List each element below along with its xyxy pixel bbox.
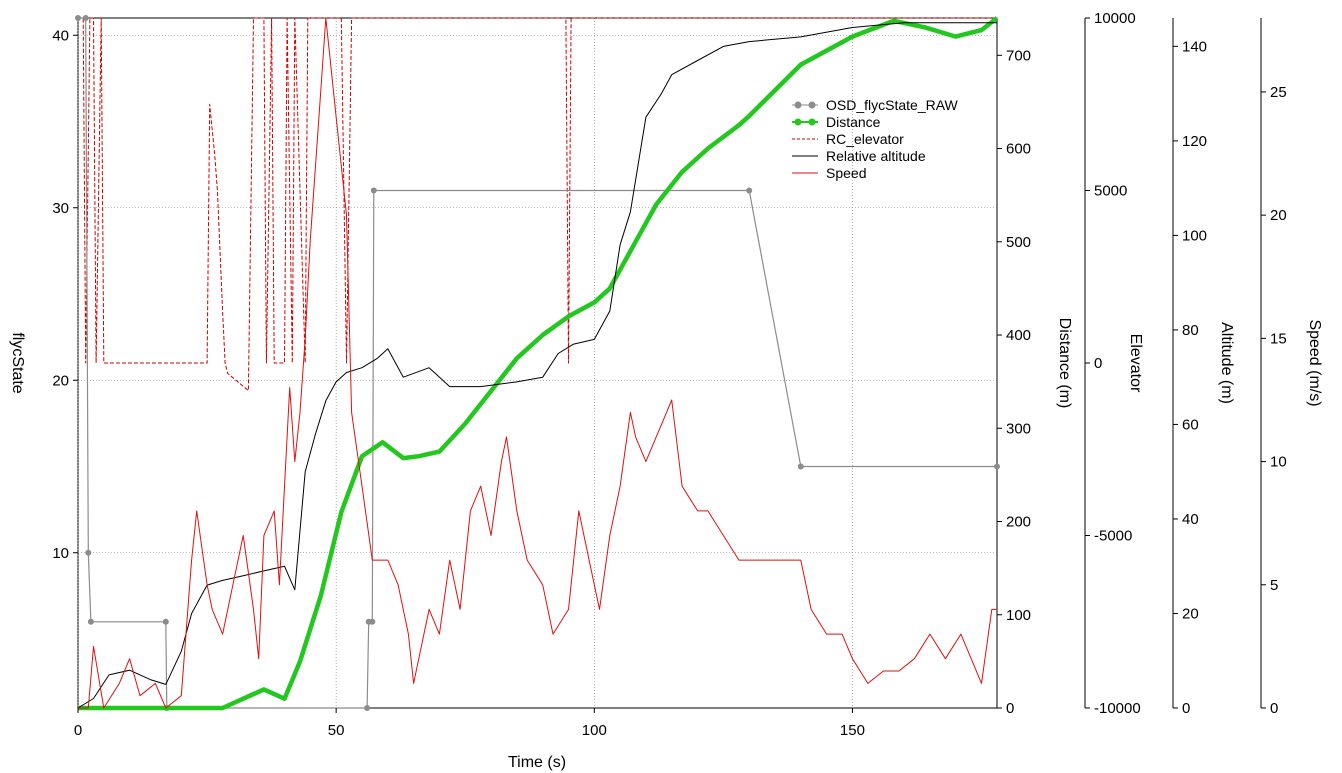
altitude-axis-label: Altitude (m) — [1218, 322, 1235, 404]
altitude-tick-label: 0 — [1182, 700, 1190, 717]
elevator-tick-label: -10000 — [1094, 700, 1141, 717]
flycstate-point — [994, 463, 1000, 470]
distance-tick-label: 200 — [1006, 514, 1031, 531]
flycstate-tick-label: 30 — [52, 200, 69, 217]
flycstate-point — [87, 618, 94, 625]
elevator-tick-label: 10000 — [1094, 10, 1136, 27]
altitude-tick-label: 80 — [1182, 322, 1199, 339]
flycstate-point — [162, 618, 169, 625]
distance-tick-label: 400 — [1006, 327, 1031, 344]
speed-tick-label: 10 — [1270, 454, 1287, 471]
distance-tick-label: 700 — [1006, 47, 1031, 64]
flycstate-point — [370, 187, 377, 194]
flycstate-tick-label: 40 — [52, 27, 69, 44]
legend-item-rc-elevator: RC_elevator — [792, 131, 904, 147]
speed-axis-label: Speed (m/s) — [1306, 319, 1323, 406]
elevator-tick-label: 5000 — [1094, 183, 1127, 200]
legend-item-relative-altitude: Relative altitude — [792, 148, 926, 164]
x-axis-label: Time (s) — [508, 754, 566, 771]
legend-item-speed: Speed — [792, 165, 866, 181]
flycstate-point — [85, 549, 92, 556]
altitude-tick-label: 140 — [1182, 38, 1207, 55]
distance-tick-label: 600 — [1006, 141, 1031, 158]
elevator-axis: -10000 -5000 0 5000 10000 Elevator — [1084, 10, 1144, 717]
distance-axis: 0 100 200 300 400 500 600 700 Distance (m) — [997, 47, 1073, 717]
series-layer — [75, 15, 1000, 711]
speed-tick-label: 5 — [1270, 577, 1278, 594]
x-tick-label: 150 — [840, 722, 865, 739]
flycstate-point — [746, 187, 753, 194]
altitude-tick-label: 60 — [1182, 416, 1199, 433]
distance-axis-label: Distance (m) — [1056, 318, 1073, 409]
flycstate-point — [364, 705, 371, 711]
legend-item-osd-flycstate: OSD_flycState_RAW — [792, 97, 959, 113]
series-line-distance — [78, 16, 999, 711]
flycstate-axis-label: flycState — [9, 332, 26, 393]
speed-tick-label: 20 — [1270, 207, 1287, 224]
legend: OSD_flycState_RAW Distance RC_elevator R… — [792, 97, 959, 181]
series-line-rc-elevator — [78, 17, 997, 392]
flycstate-tick-label: 20 — [52, 372, 69, 389]
distance-tick-label: 100 — [1006, 607, 1031, 624]
distance-tick-label: 300 — [1006, 420, 1031, 437]
x-tick-label: 50 — [328, 722, 345, 739]
altitude-tick-label: 40 — [1182, 511, 1199, 528]
x-tick-label: 0 — [74, 722, 82, 739]
altitude-tick-label: 100 — [1182, 227, 1207, 244]
legend-label: Speed — [826, 165, 866, 181]
elevator-axis-label: Elevator — [1127, 334, 1144, 393]
plot-area — [75, 15, 1000, 711]
speed-tick-label: 15 — [1270, 330, 1287, 347]
legend-label: RC_elevator — [826, 131, 904, 147]
altitude-tick-label: 120 — [1182, 133, 1207, 150]
legend-item-distance: Distance — [792, 114, 881, 130]
altitude-tick-label: 20 — [1182, 605, 1199, 622]
legend-label: OSD_flycState_RAW — [826, 97, 959, 113]
flycstate-point — [797, 463, 804, 470]
grid — [77, 18, 997, 708]
x-tick-label: 100 — [582, 722, 607, 739]
series-line-relative-altitude — [77, 22, 997, 709]
series-line-speed — [78, 17, 997, 709]
speed-tick-label: 25 — [1270, 84, 1287, 101]
elevator-tick-label: 0 — [1094, 355, 1102, 372]
elevator-tick-label: -5000 — [1094, 528, 1132, 545]
legend-label: Relative altitude — [826, 148, 926, 164]
flycstate-axis: 10 20 30 40 flycState — [9, 27, 78, 562]
flycstate-point — [82, 15, 89, 21]
x-axis: 0 50 100 150 Time (s) — [74, 708, 865, 771]
distance-tick-label: 0 — [1006, 700, 1014, 717]
flycstate-point — [369, 618, 376, 625]
distance-tick-label: 500 — [1006, 234, 1031, 251]
altitude-axis: 0 20 40 60 80 100 120 140 Altitude (m) — [1172, 18, 1235, 717]
flycstate-point — [75, 15, 81, 21]
speed-axis: 0 5 10 15 20 25 Speed (m/s) — [1260, 18, 1323, 717]
speed-tick-label: 0 — [1270, 700, 1278, 717]
legend-label: Distance — [826, 114, 881, 130]
flycstate-tick-label: 10 — [52, 545, 69, 562]
